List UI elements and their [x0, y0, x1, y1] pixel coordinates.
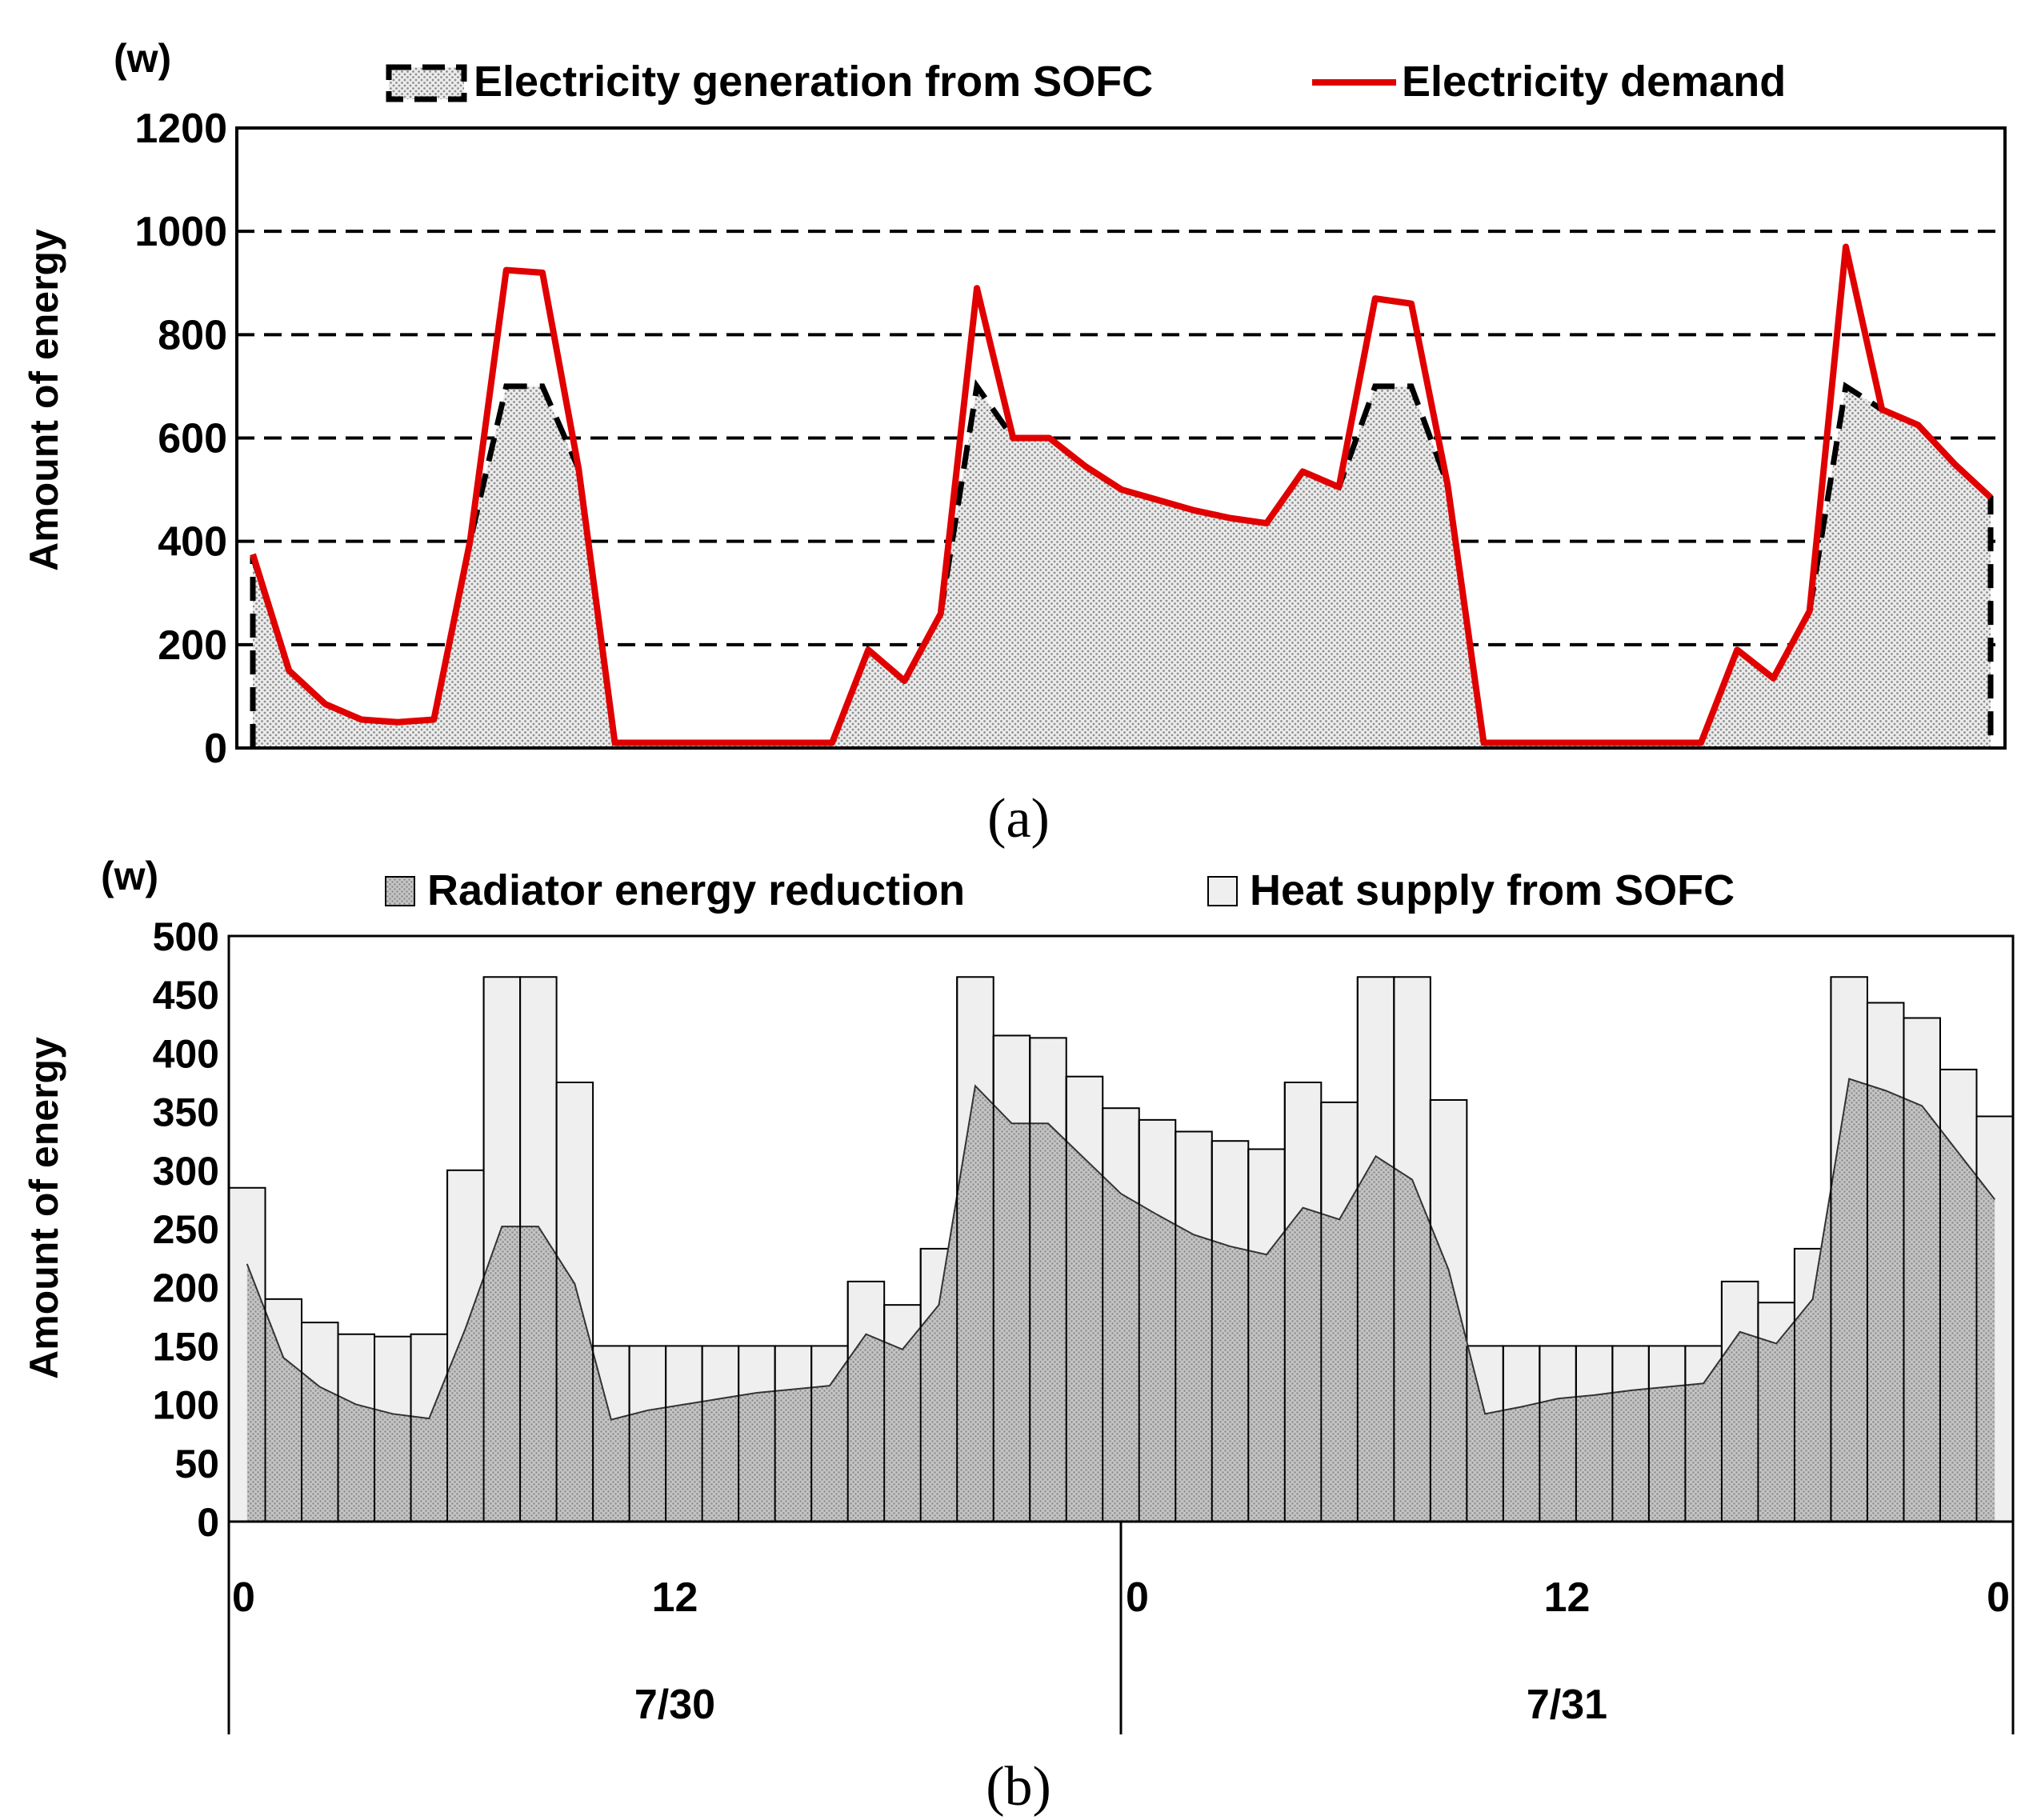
panel-b-date-label: 7/31 [1527, 1682, 1607, 1728]
panel-b-x-tick-label: 12 [652, 1574, 698, 1621]
panel-a-unit-label: (w) [114, 36, 171, 81]
panel-b-legend: Radiator energy reduction Heat supply fr… [385, 866, 1735, 914]
panel-b-x-tick-label: 0 [232, 1574, 255, 1621]
legend-radiator-swatch [385, 876, 415, 906]
panel-a-caption: (a) [987, 788, 1050, 850]
panel-a-y-axis-label: Amount of energy [22, 229, 66, 571]
panel-b-chart: (w) Amount of energy Radiator energy red… [22, 854, 2015, 1818]
panel-b-y-tick-label: 350 [153, 1090, 219, 1135]
panel-b-y-tick-label: 100 [153, 1383, 219, 1428]
legend-demand-label: Electricity demand [1402, 58, 1786, 106]
series-radiator-outline [246, 1078, 1996, 1421]
panel-a-plot-frame [235, 126, 2007, 750]
panel-a-y-tick-label: 800 [158, 312, 227, 358]
panel-a-y-tick-label: 400 [158, 519, 227, 566]
panel-b-x-axis: 0 12 0 12 0 7/30 7/31 [227, 1522, 2015, 1734]
panel-a-y-tick-label: 1000 [134, 209, 227, 255]
panel-a-y-tick-label: 1200 [134, 106, 227, 152]
legend-generation-swatch [386, 64, 467, 102]
panel-a-chart: (w) Amount of energy Electricity generat… [22, 36, 2007, 850]
panel-b-x-tick-label: 12 [1544, 1574, 1591, 1621]
panel-b-y-tick-label: 300 [153, 1149, 219, 1194]
panel-b-y-tick-label: 450 [153, 973, 219, 1018]
panel-a-y-tick-label: 200 [158, 622, 227, 669]
panel-b-y-tick-label: 250 [153, 1207, 219, 1252]
panel-b-unit-label: (w) [101, 854, 158, 898]
panel-b-y-tick-label: 500 [153, 914, 219, 959]
panel-b-caption: (b) [986, 1756, 1051, 1818]
panel-b-y-axis-label: Amount of energy [22, 1037, 66, 1379]
panel-b-y-ticks: 0 50 100 150 200 250 300 350 400 450 500 [153, 914, 219, 1545]
panel-b-y-tick-label: 0 [197, 1500, 219, 1545]
panel-b-y-tick-label: 400 [153, 1031, 219, 1076]
panel-a-y-tick-label: 600 [158, 416, 227, 462]
series-demand-line [250, 243, 1993, 746]
panel-b-y-tick-label: 150 [153, 1324, 219, 1369]
legend-heat-swatch [1207, 876, 1238, 906]
panel-b-x-tick-label: 0 [1987, 1574, 2010, 1621]
panel-b-x-tick-label: 0 [1126, 1574, 1149, 1621]
panel-a-y-ticks: 0 200 400 600 800 1000 1200 [134, 106, 227, 772]
series-radiator-area [246, 1078, 1995, 1522]
series-generation-area [253, 386, 1991, 748]
panel-a-plot [250, 243, 1994, 748]
panel-b-y-tick-label: 200 [153, 1266, 219, 1310]
panel-b-date-label: 7/30 [634, 1682, 715, 1728]
panel-a-legend: Electricity generation from SOFC Electri… [386, 58, 1786, 106]
legend-heat-label: Heat supply from SOFC [1250, 866, 1735, 914]
legend-radiator-label: Radiator energy reduction [427, 866, 965, 914]
panel-b-y-tick-label: 50 [174, 1442, 219, 1486]
legend-generation-label: Electricity generation from SOFC [474, 58, 1153, 106]
panel-b-plot [228, 976, 2014, 1523]
panel-a-y-tick-label: 0 [204, 726, 227, 772]
